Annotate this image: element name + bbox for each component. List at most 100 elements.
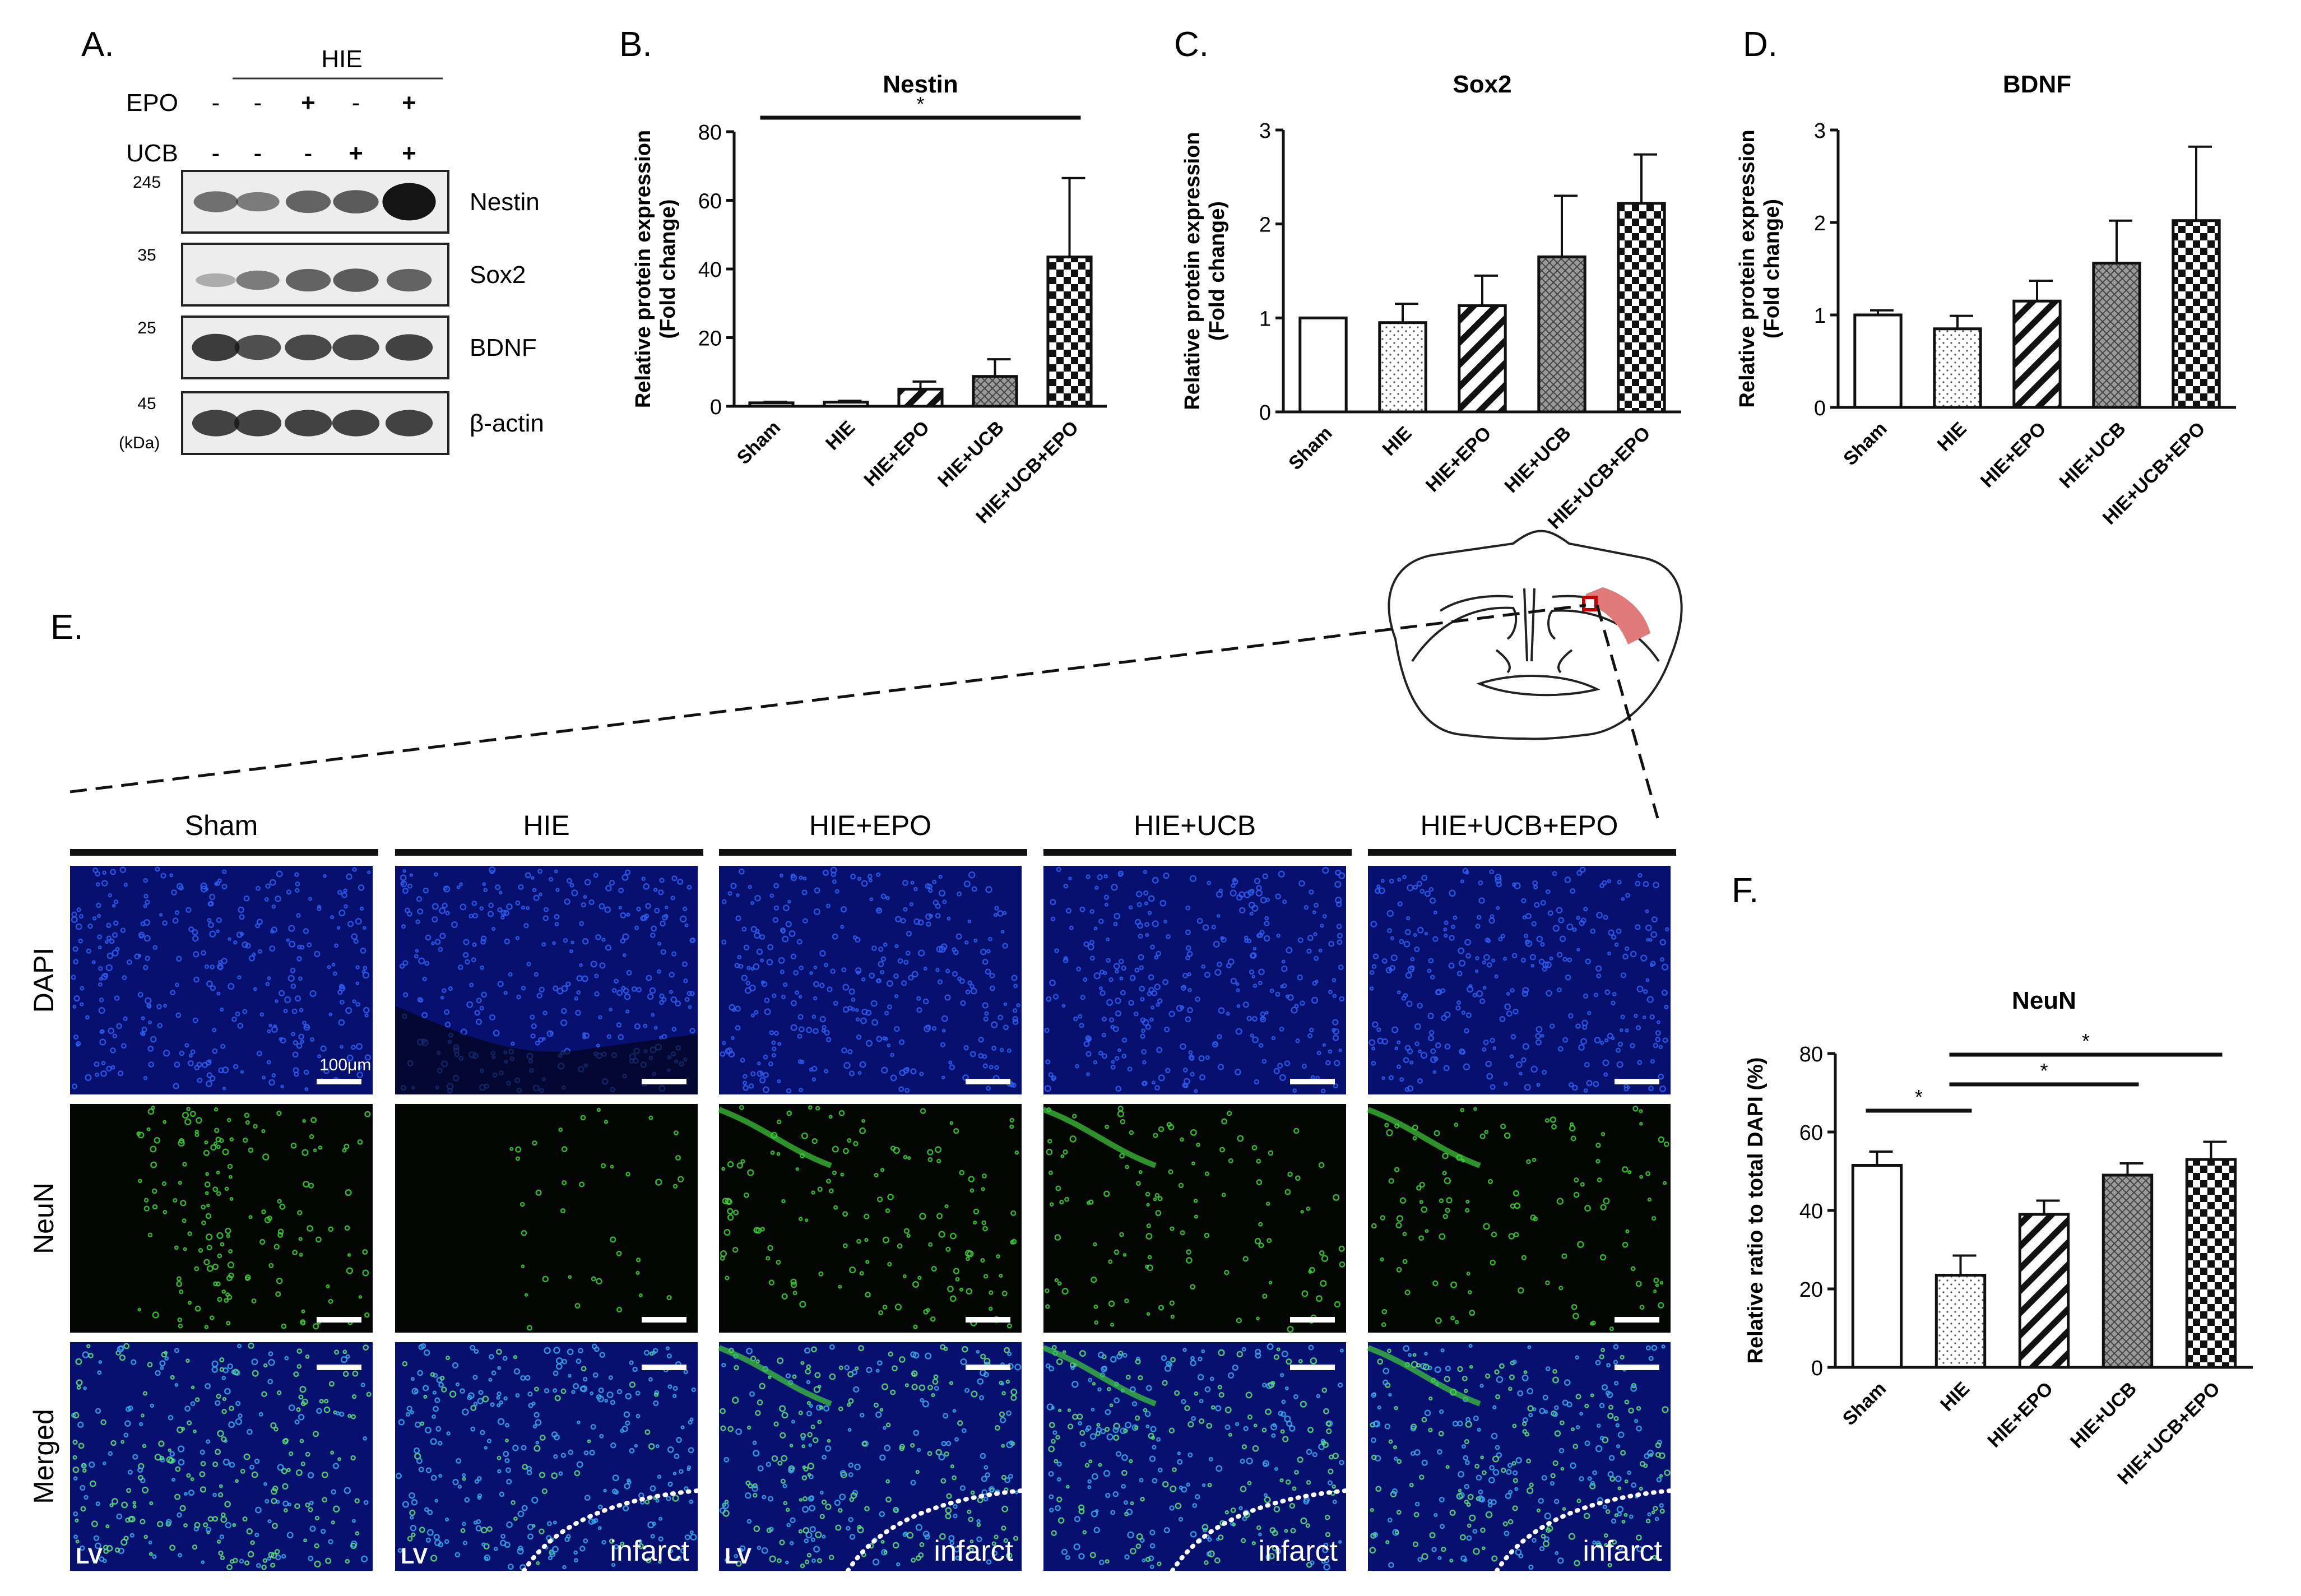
if-cell <box>1394 1046 1399 1051</box>
if-cell <box>1279 1074 1286 1081</box>
if-cell <box>1651 1510 1655 1514</box>
if-cell <box>411 1498 418 1506</box>
if-cell <box>204 1325 209 1329</box>
if-cell <box>1161 1355 1167 1361</box>
if-cell <box>1062 1350 1066 1354</box>
if-cell <box>103 1462 106 1465</box>
if-cell <box>597 1504 603 1510</box>
if-cell <box>207 1059 212 1064</box>
if-cell <box>504 1458 510 1463</box>
if-cell <box>355 1043 363 1050</box>
if-cell <box>847 1403 851 1407</box>
if-cell <box>1513 1190 1520 1196</box>
if-cell <box>1141 1028 1146 1033</box>
if-cell <box>1168 1010 1175 1018</box>
if-cell <box>1492 1455 1500 1463</box>
if-cell <box>1624 1479 1629 1484</box>
if-cell <box>100 1419 106 1426</box>
if-cell <box>981 1489 988 1496</box>
if-cell <box>305 1354 310 1359</box>
if-cell <box>1256 1316 1260 1321</box>
if-group-bar <box>395 849 703 856</box>
if-cell <box>1089 955 1095 961</box>
if-cell <box>1328 940 1334 947</box>
if-cell <box>879 1408 884 1412</box>
bar <box>2172 219 2221 409</box>
if-cell <box>1636 1534 1642 1541</box>
if-cell <box>403 992 409 998</box>
if-cell <box>239 1558 244 1564</box>
if-cell <box>1592 1540 1597 1545</box>
if-cell <box>411 1532 416 1537</box>
if-cell <box>931 1265 937 1272</box>
if-cell <box>1087 1485 1092 1490</box>
if-cell <box>1227 1372 1235 1379</box>
if-cell <box>1408 1353 1412 1357</box>
if-cell <box>781 1293 788 1300</box>
if-cell <box>647 1521 655 1529</box>
if-cell <box>207 921 215 929</box>
if-cell <box>909 902 914 907</box>
if-cell <box>766 1528 772 1533</box>
if-cell <box>1469 1310 1476 1316</box>
if-cell <box>1650 1059 1655 1064</box>
if-cell <box>1054 948 1059 953</box>
if-cell <box>636 987 642 993</box>
if-cell <box>1659 1474 1663 1478</box>
if-cell <box>457 1484 462 1489</box>
if-cell <box>589 1450 595 1456</box>
if-cell <box>1654 1516 1659 1521</box>
if-cell <box>1103 1470 1110 1477</box>
if-cell <box>1395 1222 1402 1228</box>
if-row-label: DAPI <box>28 948 59 1013</box>
if-cell <box>753 1227 760 1233</box>
if-cell <box>620 1541 625 1546</box>
if-cell <box>1069 1135 1077 1143</box>
if-cell <box>731 1008 736 1012</box>
if-cell <box>616 1307 623 1313</box>
if-cell <box>940 1042 946 1047</box>
if-cell <box>328 1226 334 1232</box>
if-cell <box>1115 1451 1122 1457</box>
if-cell <box>1393 1445 1398 1450</box>
if-infarct-border <box>846 1488 1024 1573</box>
if-cell <box>1238 891 1245 898</box>
y-axis-label: Relative protein expression <box>1736 129 1759 407</box>
if-cell <box>1182 972 1189 978</box>
if-cell <box>746 1519 752 1524</box>
if-cell <box>1071 1114 1077 1119</box>
if-cell <box>1414 946 1420 953</box>
if-cell <box>1181 1399 1186 1404</box>
if-cell <box>200 1486 207 1493</box>
if-cell <box>1512 1505 1518 1511</box>
if-cell <box>508 972 513 977</box>
if-cell <box>797 1059 803 1064</box>
if-cell <box>82 1468 87 1473</box>
if-cell <box>1457 1366 1463 1372</box>
if-cell <box>743 1192 749 1198</box>
if-cell <box>735 1025 741 1031</box>
if-cell <box>253 1124 258 1129</box>
if-cell <box>256 918 263 925</box>
if-cell <box>196 1117 202 1124</box>
if-cell <box>325 1557 332 1564</box>
if-cell <box>155 866 160 872</box>
if-cell <box>486 1439 492 1444</box>
if-cell <box>199 1471 206 1478</box>
if-cell <box>1213 940 1220 948</box>
if-cell <box>1194 1089 1198 1093</box>
if-cell <box>1595 1445 1603 1453</box>
if-cell <box>1258 981 1263 986</box>
if-cell <box>192 1017 198 1023</box>
if-cell <box>1338 1245 1345 1252</box>
if-cell <box>609 880 615 886</box>
if-cell <box>610 1164 614 1169</box>
if-cell <box>183 1523 188 1528</box>
if-cell <box>1172 1467 1177 1472</box>
if-cell <box>625 1171 630 1177</box>
if-cell <box>1338 1048 1342 1052</box>
if-cell <box>73 959 78 964</box>
if-cell <box>904 1066 910 1071</box>
if-cell <box>1088 1459 1093 1464</box>
y-tick-label: 0 <box>710 396 722 419</box>
